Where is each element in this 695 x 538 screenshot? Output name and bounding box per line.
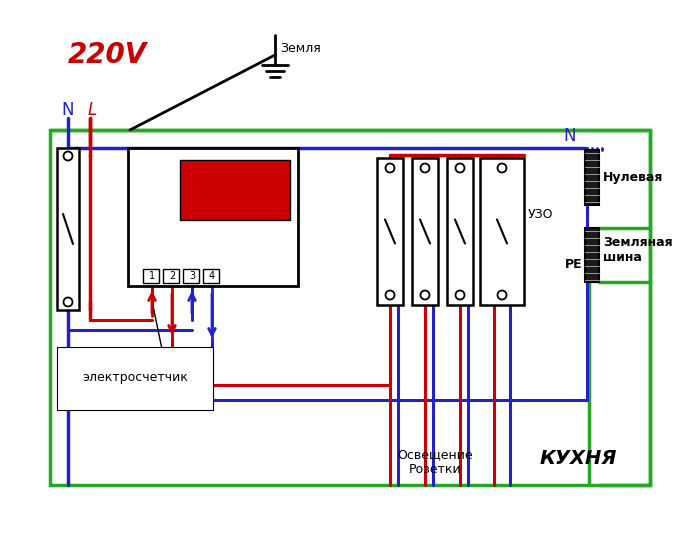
Text: N: N bbox=[563, 127, 575, 145]
Text: КУХНЯ: КУХНЯ bbox=[539, 449, 616, 468]
Text: 4: 4 bbox=[209, 271, 215, 281]
Circle shape bbox=[420, 164, 430, 173]
Bar bbox=[377, 158, 403, 305]
Text: УЗО: УЗО bbox=[528, 209, 553, 222]
Text: PE: PE bbox=[564, 258, 582, 272]
Circle shape bbox=[498, 291, 507, 300]
Bar bbox=[180, 160, 290, 220]
Bar bbox=[50, 130, 650, 485]
Text: электросчетчик: электросчетчик bbox=[82, 372, 188, 385]
Text: 3: 3 bbox=[189, 271, 195, 281]
Text: Освещение
Розетки: Освещение Розетки bbox=[397, 448, 473, 476]
Circle shape bbox=[63, 152, 72, 160]
Bar bbox=[143, 269, 159, 283]
Text: Нулевая: Нулевая bbox=[603, 171, 663, 183]
Bar bbox=[585, 228, 599, 282]
Circle shape bbox=[386, 291, 395, 300]
Text: Земляная
шина: Земляная шина bbox=[603, 236, 673, 264]
Circle shape bbox=[386, 164, 395, 173]
Text: N: N bbox=[62, 101, 74, 119]
Bar bbox=[447, 158, 473, 305]
Circle shape bbox=[420, 291, 430, 300]
Text: Земля: Земля bbox=[280, 41, 321, 54]
Bar bbox=[163, 269, 179, 283]
Bar bbox=[128, 148, 298, 286]
Text: L: L bbox=[88, 101, 97, 119]
Bar bbox=[480, 158, 524, 305]
Bar bbox=[57, 148, 79, 310]
Circle shape bbox=[455, 164, 464, 173]
Bar bbox=[203, 269, 219, 283]
Bar bbox=[585, 150, 599, 205]
Circle shape bbox=[63, 298, 72, 307]
Text: 220V: 220V bbox=[68, 41, 147, 69]
Circle shape bbox=[498, 164, 507, 173]
Text: 1: 1 bbox=[149, 271, 155, 281]
Text: 2: 2 bbox=[169, 271, 175, 281]
Circle shape bbox=[455, 291, 464, 300]
Bar bbox=[412, 158, 438, 305]
Bar bbox=[183, 269, 199, 283]
